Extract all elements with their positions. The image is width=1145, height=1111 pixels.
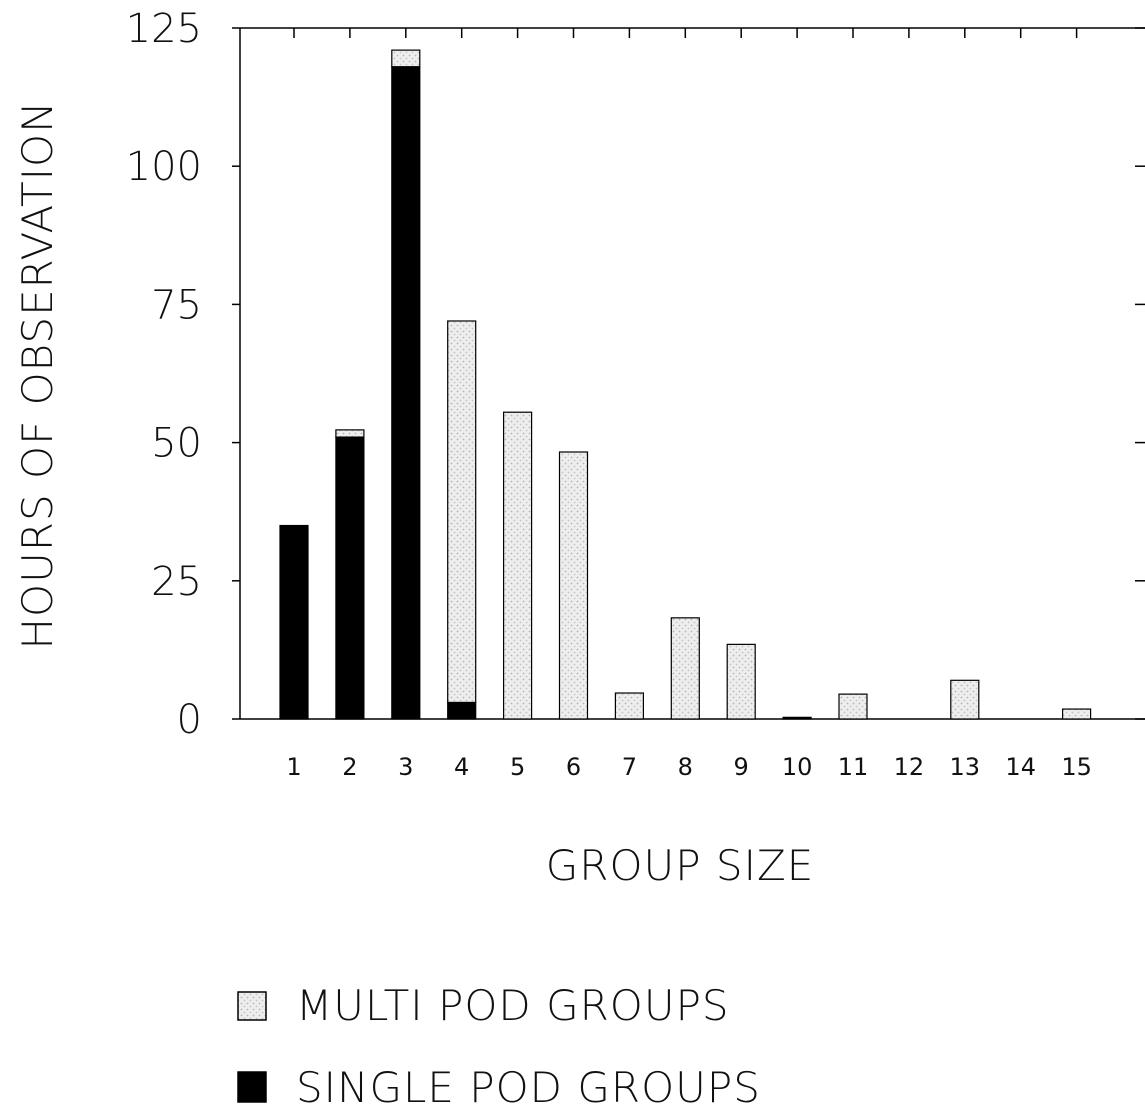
- bar-single-pod-4: [447, 701, 477, 720]
- plot-area: [239, 27, 1145, 720]
- y-tick-label: 50: [151, 421, 202, 467]
- legend-swatch-multi-pod: [237, 991, 267, 1021]
- x-tick-label: 8: [678, 753, 693, 781]
- bar-multi-pod-4: [447, 320, 477, 704]
- x-tick-label: 4: [454, 753, 469, 781]
- x-tick-label: 12: [894, 753, 925, 781]
- x-axis-label: GROUP SIZE: [546, 841, 815, 890]
- x-tick-label: 9: [734, 753, 749, 781]
- x-tick-label: 5: [510, 753, 525, 781]
- x-tick-label: 6: [566, 753, 581, 781]
- bars: [279, 49, 1092, 720]
- y-tick-label: 100: [126, 144, 202, 190]
- legend-label-multi-pod: MULTI POD GROUPS: [296, 981, 730, 1030]
- bar-single-pod-2: [335, 436, 365, 720]
- x-tick-label: 3: [398, 753, 413, 781]
- y-tick-label: 125: [126, 6, 202, 52]
- x-axis-ticks: 1 2 3 4 5 6 7 8 9 10 11 12 13 14 15: [286, 28, 1092, 781]
- bar-multi-pod-8: [670, 617, 700, 720]
- legend-label-single-pod: SINGLE POD GROUPS: [296, 1063, 761, 1111]
- bar-multi-pod-13: [950, 679, 980, 720]
- y-tick-label: 0: [177, 697, 202, 743]
- bar-multi-pod-9: [726, 643, 756, 720]
- bar-multi-pod-5: [503, 411, 533, 720]
- bar-single-pod-3: [391, 66, 421, 720]
- y-tick-label: 25: [151, 559, 202, 605]
- bar-single-pod-10: [782, 716, 812, 720]
- y-axis-label: HOURS OF OBSERVATION: [13, 100, 62, 649]
- x-tick-label: 13: [950, 753, 981, 781]
- y-tick-label: 75: [151, 282, 202, 328]
- bar-multi-pod-6: [558, 451, 589, 720]
- y-axis-ticks: 0 25 50 75 100 125: [126, 6, 1145, 743]
- bar-multi-pod-15: [1061, 708, 1092, 720]
- bar-multi-pod-3: [391, 49, 421, 68]
- x-tick-label: 15: [1061, 753, 1092, 781]
- x-tick-label: 2: [342, 753, 357, 781]
- x-tick-label: 14: [1005, 753, 1036, 781]
- bar-single-pod-1: [279, 524, 309, 720]
- bar-multi-pod-2: [335, 429, 365, 438]
- legend: MULTI POD GROUPS SINGLE POD GROUPS: [237, 981, 761, 1111]
- bar-multi-pod-11: [838, 693, 868, 720]
- x-tick-label: 1: [286, 753, 301, 781]
- x-tick-label: 10: [782, 753, 813, 781]
- legend-swatch-single-pod: [237, 1071, 267, 1103]
- x-tick-label: 11: [838, 753, 869, 781]
- bar-multi-pod-7: [614, 692, 645, 720]
- x-tick-label: 7: [622, 753, 637, 781]
